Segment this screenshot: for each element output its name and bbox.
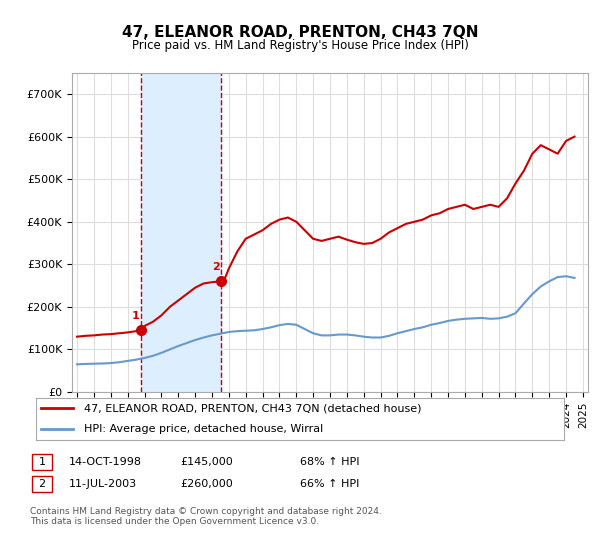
Text: 68% ↑ HPI: 68% ↑ HPI (300, 457, 359, 467)
Bar (141, 73, 221, 392)
Text: 2: 2 (38, 479, 46, 489)
Text: 2: 2 (212, 262, 220, 272)
Text: £260,000: £260,000 (180, 479, 233, 489)
Text: 47, ELEANOR ROAD, PRENTON, CH43 7QN: 47, ELEANOR ROAD, PRENTON, CH43 7QN (122, 25, 478, 40)
Text: HPI: Average price, detached house, Wirral: HPI: Average price, detached house, Wirr… (83, 424, 323, 434)
Text: 1: 1 (38, 457, 46, 467)
Text: 47, ELEANOR ROAD, PRENTON, CH43 7QN (detached house): 47, ELEANOR ROAD, PRENTON, CH43 7QN (det… (83, 403, 421, 413)
Text: 66% ↑ HPI: 66% ↑ HPI (300, 479, 359, 489)
Text: Price paid vs. HM Land Registry's House Price Index (HPI): Price paid vs. HM Land Registry's House … (131, 39, 469, 52)
Text: £145,000: £145,000 (180, 457, 233, 467)
Text: 11-JUL-2003: 11-JUL-2003 (69, 479, 137, 489)
Text: 14-OCT-1998: 14-OCT-1998 (69, 457, 142, 467)
Text: Contains HM Land Registry data © Crown copyright and database right 2024.
This d: Contains HM Land Registry data © Crown c… (30, 507, 382, 526)
Text: 1: 1 (132, 311, 140, 321)
